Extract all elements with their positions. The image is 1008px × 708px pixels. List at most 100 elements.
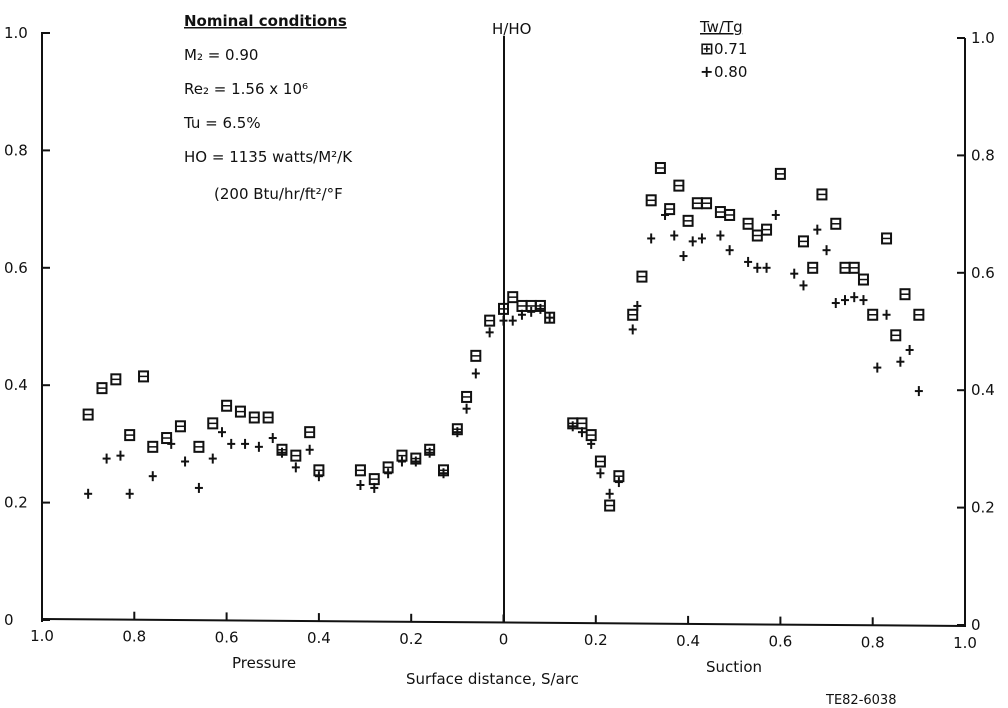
legend-title: Tw/Tg — [699, 18, 743, 36]
square-marker — [96, 382, 108, 395]
y-tick-label-right: 1.0 — [971, 29, 995, 47]
plus-marker — [277, 447, 286, 458]
x-tick-label: 0 — [499, 631, 509, 649]
square-marker — [881, 232, 893, 245]
square-marker — [761, 223, 773, 236]
square-marker — [774, 167, 786, 180]
square-marker — [461, 390, 473, 403]
square-marker — [816, 188, 828, 201]
plus-marker — [831, 298, 840, 309]
plus-marker — [790, 268, 799, 279]
pressure-label: Pressure — [232, 654, 296, 672]
x-tick-label: 0.4 — [307, 629, 331, 647]
data-points — [82, 162, 925, 512]
plus-marker — [305, 444, 314, 455]
x-tick-label: 0.4 — [676, 632, 700, 650]
plus-marker — [314, 471, 323, 482]
plus-marker — [370, 482, 379, 493]
square-marker — [193, 440, 205, 453]
square-marker — [207, 417, 219, 430]
square-marker — [585, 429, 597, 442]
plus-marker — [896, 356, 905, 367]
legend-plus-icon: + — [700, 62, 713, 81]
plus-marker — [527, 306, 536, 317]
square-marker — [645, 194, 657, 207]
y-tick-label-right: 0.6 — [971, 264, 995, 282]
figure-id: TE82-6038 — [825, 693, 896, 708]
square-marker — [797, 235, 809, 248]
legend-label-080: 0.80 — [714, 63, 747, 81]
square-marker — [751, 229, 763, 242]
square-marker — [82, 408, 94, 421]
plus-marker — [499, 315, 508, 326]
y-tick-label-left: 0.8 — [4, 141, 28, 159]
legend-square-icon: ⊞ — [700, 39, 713, 58]
square-marker — [507, 291, 519, 304]
square-marker — [839, 261, 851, 274]
plus-marker — [545, 312, 554, 323]
square-marker — [594, 455, 606, 468]
plus-marker — [356, 479, 365, 490]
ho-btu-label: (200 Btu/hr/ft²/°F — [214, 185, 343, 203]
square-marker — [368, 473, 380, 486]
plus-marker — [425, 447, 434, 458]
square-marker — [138, 370, 150, 383]
square-marker — [714, 206, 726, 219]
square-marker — [290, 449, 302, 462]
x-tick-label: 1.0 — [30, 627, 54, 645]
plus-marker — [194, 482, 203, 493]
plus-marker — [485, 327, 494, 338]
plus-marker — [670, 230, 679, 241]
plus-marker — [762, 262, 771, 273]
y-tick-label-left: 0.4 — [4, 376, 28, 394]
x-tick-label: 0.6 — [768, 633, 792, 651]
square-marker — [124, 429, 136, 442]
plus-marker — [167, 438, 176, 449]
square-marker — [899, 288, 911, 301]
plus-marker — [587, 438, 596, 449]
plus-marker — [725, 245, 734, 256]
x-tick-label: 0.8 — [122, 628, 146, 646]
square-marker — [604, 499, 616, 512]
square-marker — [110, 373, 122, 386]
plus-marker — [647, 233, 656, 244]
plus-marker — [116, 450, 125, 461]
square-marker — [807, 261, 819, 274]
square-marker — [516, 299, 528, 312]
plus-marker — [217, 427, 226, 438]
plus-marker — [614, 477, 623, 488]
plus-marker — [453, 427, 462, 438]
plus-marker — [905, 344, 914, 355]
square-marker — [913, 308, 925, 321]
x-tick-label: 1.0 — [953, 634, 977, 652]
plus-marker — [508, 315, 517, 326]
plus-marker — [462, 403, 471, 414]
square-marker — [742, 217, 754, 230]
plus-marker — [397, 456, 406, 467]
square-marker — [304, 426, 316, 439]
square-marker — [234, 405, 246, 418]
plus-marker — [716, 230, 725, 241]
center-axis-label: H/HO — [492, 20, 531, 38]
plus-marker — [605, 488, 614, 499]
ho-label: HO = 1135 watts/M²/K — [184, 148, 353, 166]
square-marker — [248, 411, 260, 424]
plus-marker — [291, 462, 300, 473]
plus-marker — [841, 295, 850, 306]
plus-marker — [771, 209, 780, 220]
plus-marker — [517, 309, 526, 320]
re2-label: Re₂ = 1.56 x 10⁶ — [184, 80, 308, 98]
y-tick-label-left: 1.0 — [4, 24, 28, 42]
x-tick-label: 0.6 — [215, 628, 239, 646]
plus-marker — [813, 224, 822, 235]
plus-marker — [873, 362, 882, 373]
plus-marker — [125, 488, 134, 499]
plus-marker — [439, 468, 448, 479]
square-marker — [484, 314, 496, 327]
y-tick-label-left: 0.6 — [4, 259, 28, 277]
plus-marker — [744, 256, 753, 267]
plus-marker — [688, 236, 697, 247]
square-marker — [691, 197, 703, 210]
plus-marker — [577, 427, 586, 438]
plus-marker — [914, 386, 923, 397]
